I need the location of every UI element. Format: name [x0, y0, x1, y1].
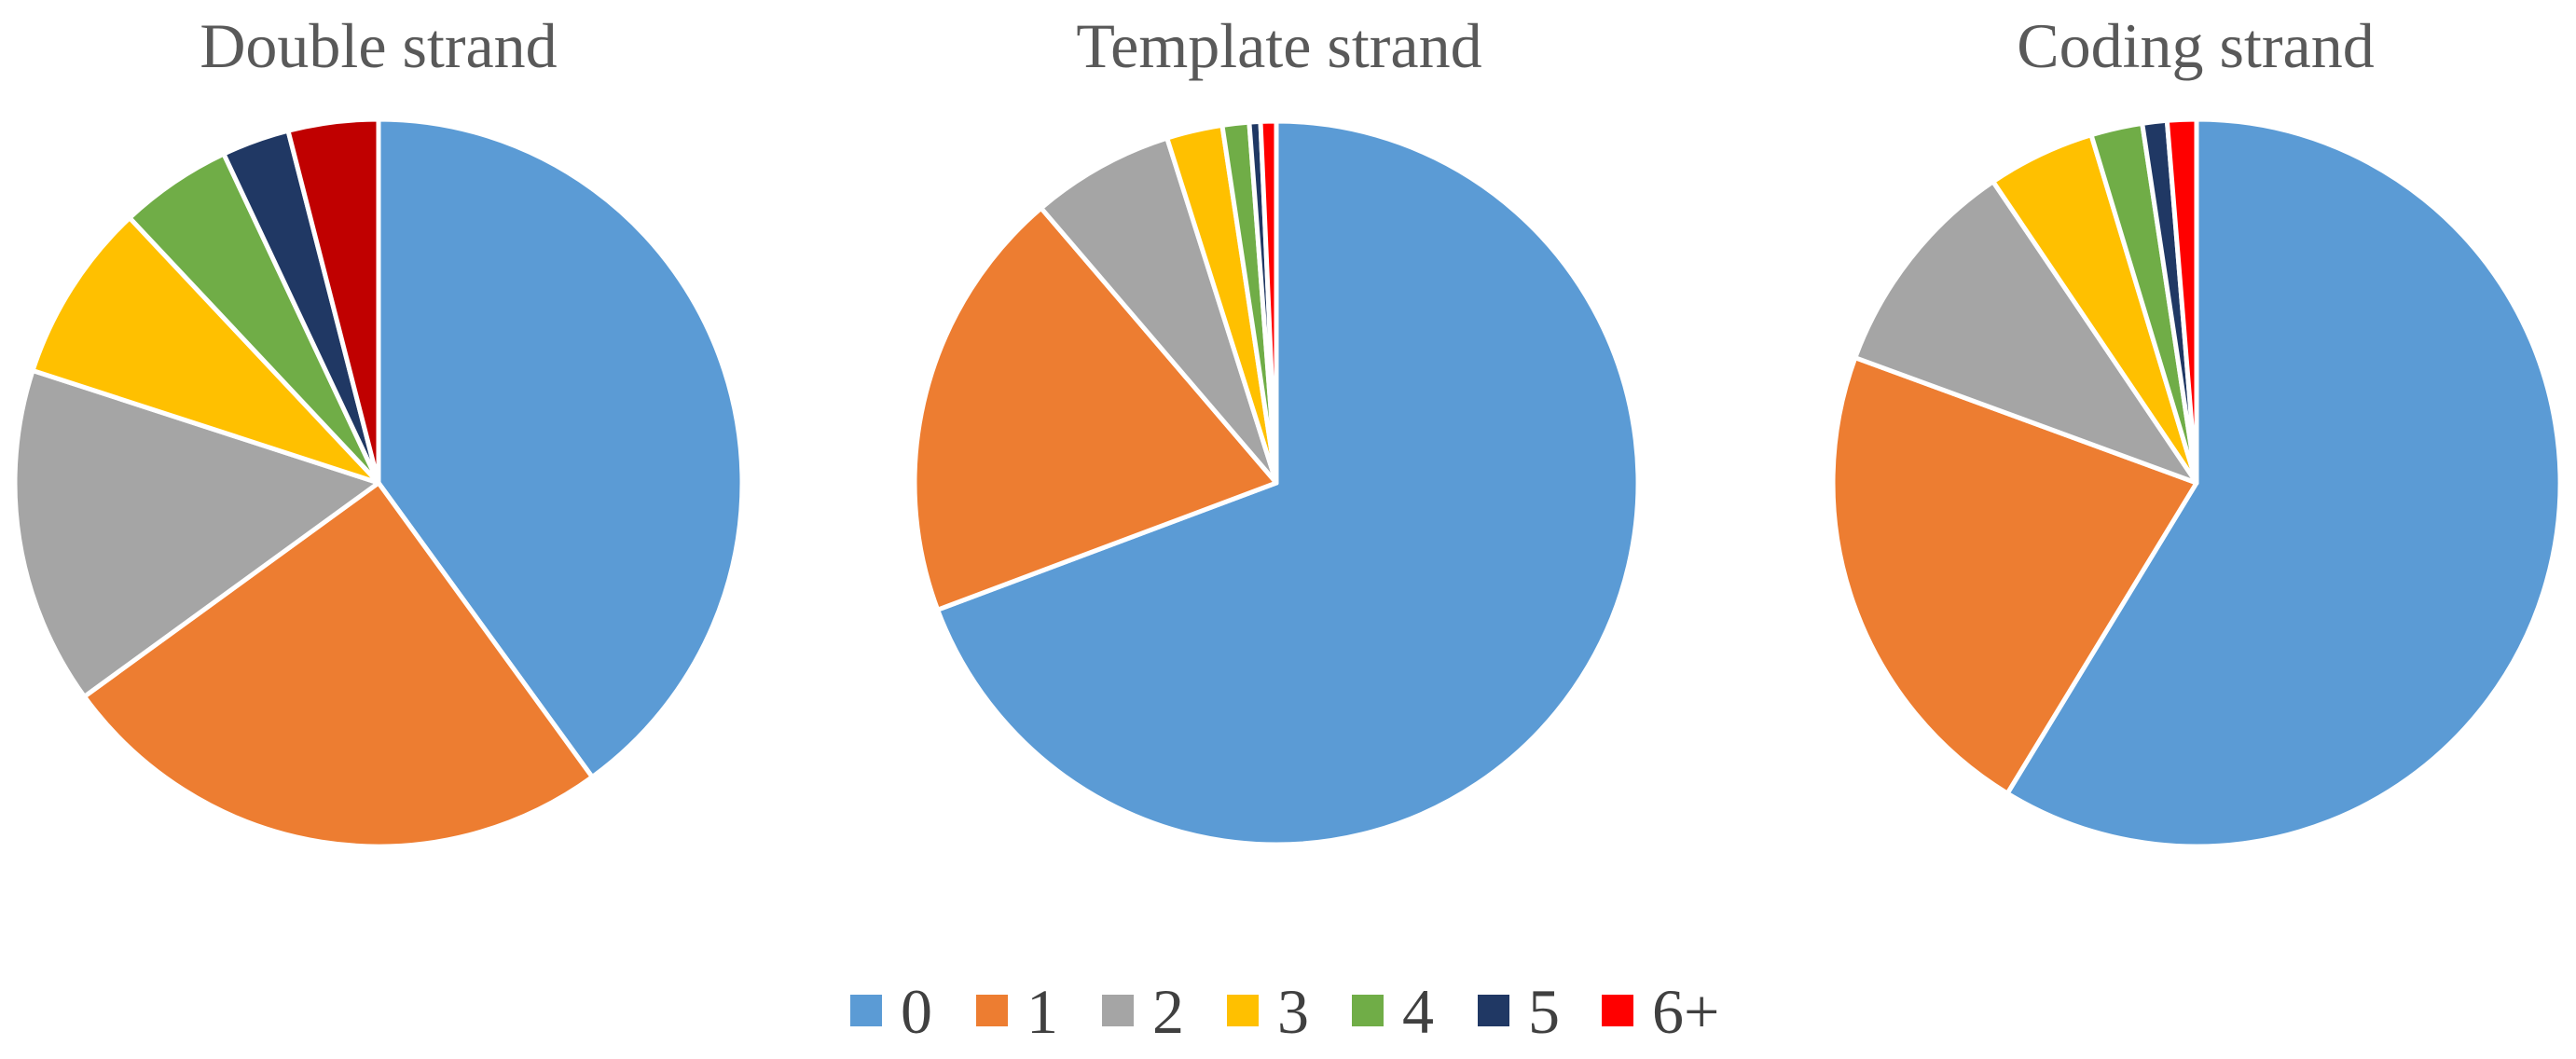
pie-slice-6plus — [285, 117, 381, 486]
pie-slice-2 — [1039, 135, 1279, 486]
legend-item-3: 3 — [1227, 976, 1309, 1047]
legend-label: 6+ — [1652, 976, 1719, 1047]
legend-item-5: 5 — [1478, 976, 1560, 1047]
pie-slice-2 — [1853, 179, 2199, 486]
legend-item-1: 1 — [976, 976, 1058, 1047]
legend-item-0: 0 — [850, 976, 932, 1047]
legend-swatch — [1227, 995, 1259, 1026]
legend-swatch — [1478, 995, 1509, 1026]
pie-slice-1 — [81, 480, 595, 849]
legend-label: 3 — [1277, 976, 1309, 1047]
pie-slice-0 — [2004, 117, 2563, 849]
pie-slice-0 — [376, 117, 745, 780]
legend-label: 5 — [1528, 976, 1560, 1047]
legend-swatch — [1352, 995, 1384, 1026]
pie-slice-1 — [912, 205, 1279, 612]
pie-slice-3 — [30, 215, 381, 486]
pie-chart-double-strand: Double strand — [12, 10, 745, 849]
chart-title-double-strand: Double strand — [200, 10, 557, 81]
legend-swatch — [1102, 995, 1134, 1026]
legend-label: 0 — [901, 976, 932, 1047]
legend-swatch — [850, 995, 882, 1026]
pie-slice-6plus — [2164, 117, 2199, 486]
pie-chart-template-strand: Template strand — [912, 10, 1641, 847]
pie-slice-0 — [935, 118, 1641, 847]
pie-slice-6plus — [1258, 118, 1279, 486]
legend: 0 1 2 3 4 5 6+ — [850, 976, 1719, 1047]
legend-item-2: 2 — [1102, 976, 1184, 1047]
legend-label: 4 — [1402, 976, 1434, 1047]
pie-slice-1 — [1830, 355, 2199, 796]
legend-swatch — [976, 995, 1008, 1026]
pie-slice-2 — [12, 367, 381, 699]
chart-title-template-strand: Template strand — [1076, 10, 1481, 81]
legend-item-4: 4 — [1352, 976, 1434, 1047]
legend-swatch — [1602, 995, 1633, 1026]
chart-title-coding-strand: Coding strand — [2017, 10, 2374, 81]
legend-item-6plus: 6+ — [1602, 976, 1719, 1047]
legend-label: 1 — [1026, 976, 1058, 1047]
legend-label: 2 — [1152, 976, 1184, 1047]
pie-chart-coding-strand: Coding strand — [1830, 10, 2563, 849]
